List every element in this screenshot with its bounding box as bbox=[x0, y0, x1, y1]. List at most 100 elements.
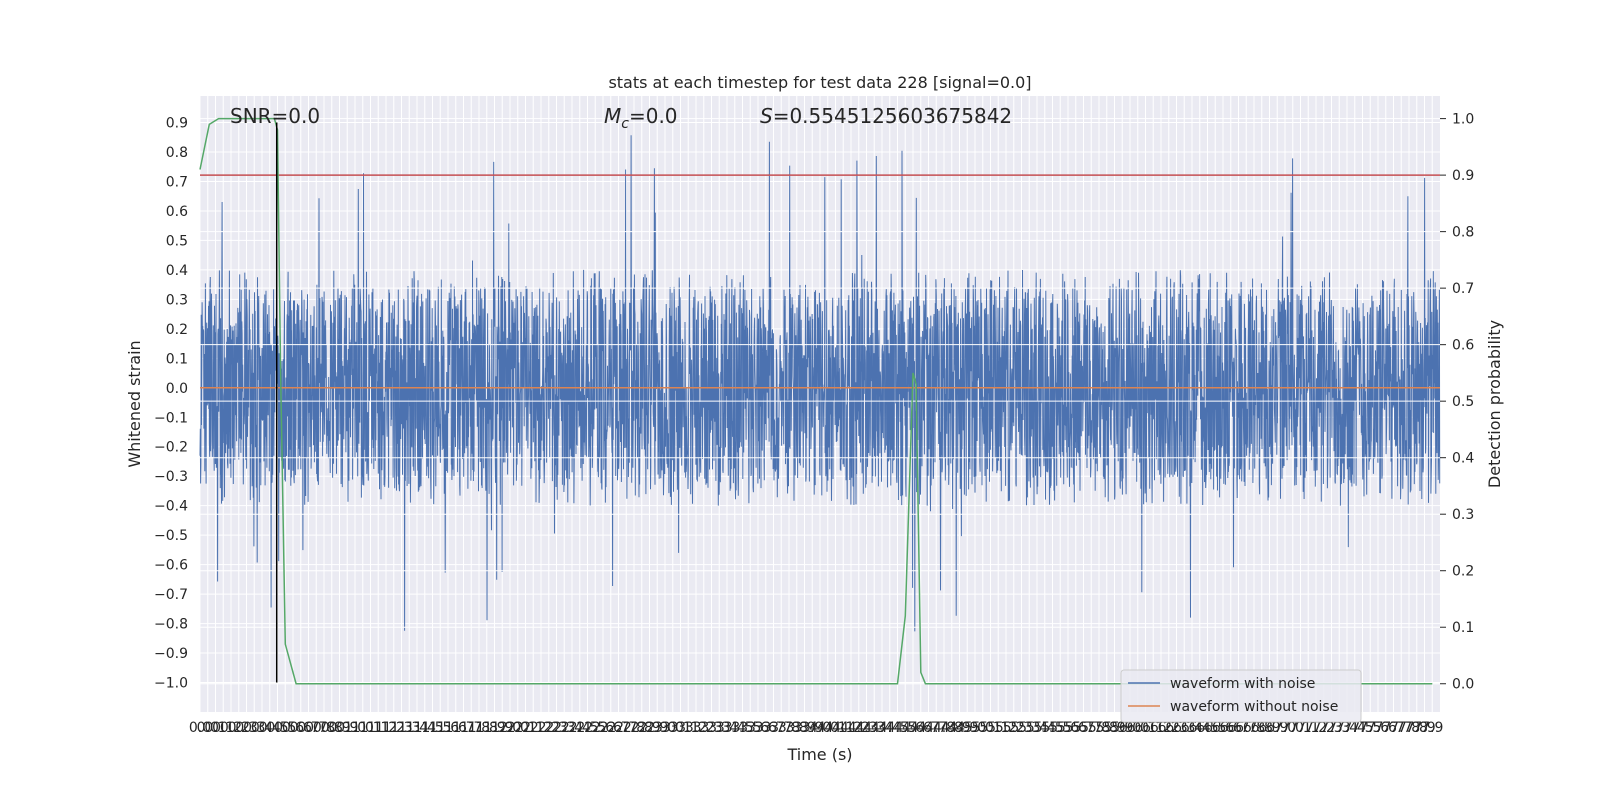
x-tick-label: 2.3 bbox=[545, 720, 567, 736]
x-tick-label: 1.3 bbox=[390, 720, 412, 736]
right-axis-tick-label: 1.0 bbox=[1452, 112, 1474, 128]
x-tick-label: 4.5 bbox=[886, 720, 908, 736]
y-tick-label: 0.3 bbox=[166, 292, 188, 308]
x-tick-label: 7.4 bbox=[1344, 720, 1366, 736]
x-tick-label: 1.2 bbox=[375, 720, 397, 736]
x-tick-label: 6.9 bbox=[1258, 720, 1280, 736]
x-tick-label: 0.1 bbox=[204, 720, 226, 736]
x-tick-label: 3.2 bbox=[685, 720, 707, 736]
x-tick-label: 4.3 bbox=[855, 720, 877, 736]
right-axis-tick-label: 0.3 bbox=[1452, 507, 1474, 523]
x-tick-label: 0.3 bbox=[243, 720, 265, 736]
x-tick-label: 3.0 bbox=[662, 720, 684, 736]
right-axis-tick-label: 0.7 bbox=[1452, 281, 1474, 297]
legend: waveform with noise waveform without noi… bbox=[1120, 669, 1362, 723]
x-tick-label: 3.7 bbox=[770, 720, 792, 736]
x-tick-label: 6.5 bbox=[1196, 720, 1218, 736]
x-tick-label: 0.9 bbox=[336, 720, 358, 736]
x-tick-label: 6.6 bbox=[1220, 720, 1242, 736]
x-tick-label: 5.5 bbox=[1041, 720, 1063, 736]
x-tick-label: 2.6 bbox=[592, 720, 614, 736]
legend-label-clean: waveform without noise bbox=[1170, 699, 1338, 715]
x-axis-ticks: 0.00.00.10.10.20.20.30.30.40.40.50.50.60… bbox=[189, 720, 1444, 736]
x-tick-label: 7.2 bbox=[1313, 720, 1335, 736]
x-tick-label: 6.0 bbox=[1127, 720, 1149, 736]
legend-label-noise: waveform with noise bbox=[1170, 676, 1315, 692]
x-tick-label: 6.3 bbox=[1173, 720, 1195, 736]
x-tick-label: 2.5 bbox=[584, 720, 606, 736]
chart-title: stats at each timestep for test data 228… bbox=[608, 73, 1031, 92]
x-tick-label: 4.9 bbox=[956, 720, 978, 736]
x-tick-label: 4.0 bbox=[809, 720, 831, 736]
y-tick-label: 0.0 bbox=[166, 381, 188, 397]
right-axis-tick-label: 0.1 bbox=[1452, 620, 1474, 636]
x-tick-label: 2.7 bbox=[615, 720, 637, 736]
x-tick-label: 0.7 bbox=[297, 720, 319, 736]
right-axis-label: Detection probability bbox=[1485, 320, 1504, 488]
x-tick-label: 2.4 bbox=[561, 720, 583, 736]
x-tick-label: 4.9 bbox=[948, 720, 970, 736]
x-tick-label: 0.8 bbox=[321, 720, 343, 736]
x-tick-label: 7.2 bbox=[1305, 720, 1327, 736]
x-tick-label: 3.8 bbox=[786, 720, 808, 736]
x-tick-label: 7.5 bbox=[1359, 720, 1381, 736]
x-tick-label: 1.6 bbox=[437, 720, 459, 736]
x-tick-label: 4.5 bbox=[894, 720, 916, 736]
x-tick-label: 5.7 bbox=[1072, 720, 1094, 736]
x-tick-label: 5.1 bbox=[979, 720, 1001, 736]
x-tick-label: 6.8 bbox=[1243, 720, 1265, 736]
x-tick-label: 1.9 bbox=[491, 720, 513, 736]
x-tick-label: 1.4 bbox=[406, 720, 428, 736]
x-tick-label: 7.9 bbox=[1421, 720, 1443, 736]
right-axis-tick-label: 0.9 bbox=[1452, 168, 1474, 184]
x-tick-label: 7.9 bbox=[1413, 720, 1435, 736]
x-tick-label: 6.5 bbox=[1204, 720, 1226, 736]
x-tick-label: 6.4 bbox=[1181, 720, 1203, 736]
x-tick-label: 0.1 bbox=[212, 720, 234, 736]
x-tick-label: 2.0 bbox=[507, 720, 529, 736]
x-tick-label: 3.6 bbox=[747, 720, 769, 736]
x-tick-label: 2.2 bbox=[530, 720, 552, 736]
x-tick-label: 5.9 bbox=[1103, 720, 1125, 736]
x-tick-label: 4.6 bbox=[902, 720, 924, 736]
x-tick-label: 2.7 bbox=[607, 720, 629, 736]
x-tick-label: 1.8 bbox=[476, 720, 498, 736]
x-tick-label: 4.1 bbox=[824, 720, 846, 736]
right-axis-tick-label: 0.6 bbox=[1452, 338, 1474, 354]
y-tick-label: 0.2 bbox=[166, 322, 188, 338]
x-tick-label: 6.3 bbox=[1165, 720, 1187, 736]
x-tick-label: 4.2 bbox=[840, 720, 862, 736]
x-tick-label: 2.3 bbox=[553, 720, 575, 736]
x-tick-label: 0.5 bbox=[266, 720, 288, 736]
x-tick-label: 7.0 bbox=[1274, 720, 1296, 736]
x-tick-label: 0.6 bbox=[282, 720, 304, 736]
snr-annotation: SNR=0.0 bbox=[230, 104, 320, 128]
x-tick-label: 1.2 bbox=[383, 720, 405, 736]
y-tick-label: 0.9 bbox=[166, 116, 188, 132]
x-tick-label: 5.2 bbox=[1003, 720, 1025, 736]
right-axis-tick-label: 0.4 bbox=[1452, 451, 1474, 467]
x-tick-label: 1.1 bbox=[367, 720, 389, 736]
legend-box bbox=[1120, 669, 1362, 723]
y-tick-label: −0.6 bbox=[154, 558, 188, 574]
x-tick-label: 7.7 bbox=[1390, 720, 1412, 736]
x-tick-label: 4.8 bbox=[933, 720, 955, 736]
x-tick-label: 0.4 bbox=[251, 720, 273, 736]
x-tick-label: 7.1 bbox=[1297, 720, 1319, 736]
x-tick-label: 5.8 bbox=[1088, 720, 1110, 736]
x-tick-label: 1.7 bbox=[460, 720, 482, 736]
right-axis-tick-label: 0.5 bbox=[1452, 394, 1474, 410]
x-tick-label: 3.3 bbox=[708, 720, 730, 736]
right-axis-tick-label: 0.2 bbox=[1452, 564, 1474, 580]
noise-waveform-line bbox=[199, 135, 1441, 632]
score-symbol: S bbox=[760, 104, 773, 128]
y-tick-label: 0.5 bbox=[166, 233, 188, 249]
y-tick-label: −0.3 bbox=[154, 469, 188, 485]
x-tick-label: 3.0 bbox=[654, 720, 676, 736]
x-tick-label: 6.7 bbox=[1227, 720, 1249, 736]
x-tick-label: 1.0 bbox=[352, 720, 374, 736]
x-tick-label: 5.6 bbox=[1065, 720, 1087, 736]
x-tick-label: 6.1 bbox=[1134, 720, 1156, 736]
chirp-mass-value: =0.0 bbox=[629, 104, 678, 128]
x-tick-label: 6.2 bbox=[1158, 720, 1180, 736]
